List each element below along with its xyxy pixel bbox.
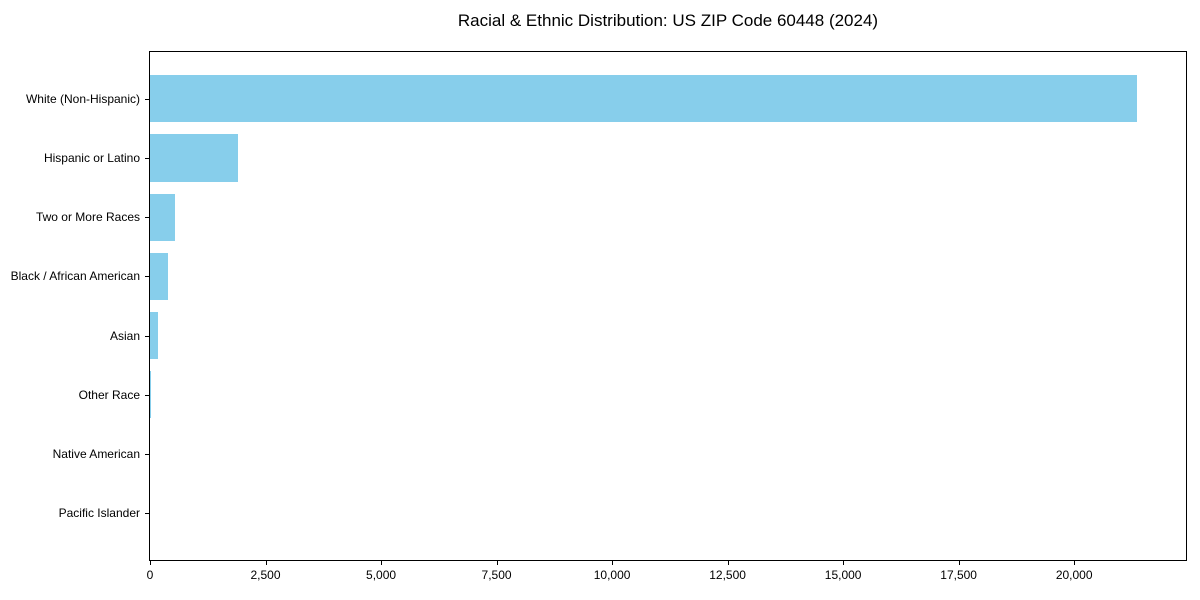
x-tick-label: 20,000 [1055,568,1093,582]
x-tick-mark [1074,561,1076,565]
bar [150,371,151,419]
x-tick-mark [381,561,383,565]
y-tick-label: Pacific Islander [58,506,140,521]
x-tick-label: 15,000 [824,568,862,582]
x-tick-mark [958,561,960,565]
x-tick-mark [150,561,151,565]
y-tick-label: White (Non-Hispanic) [25,91,140,106]
bar [150,75,1137,123]
y-tick-mark [145,454,149,456]
x-tick-mark [265,561,267,565]
y-tick-mark [145,335,149,337]
x-tick-label: 10,000 [593,568,631,582]
y-tick-mark [145,276,149,278]
x-tick-label: 5,000 [366,568,397,582]
y-tick-label: Two or More Races [35,210,140,225]
y-tick-label: Native American [52,447,140,462]
x-tick-mark [727,561,729,565]
y-tick-label: Asian [109,328,140,343]
x-tick-label: 2,500 [250,568,281,582]
chart-title: Racial & Ethnic Distribution: US ZIP Cod… [457,11,879,30]
x-tick-mark [843,561,845,565]
bar [150,134,238,182]
x-tick-mark [612,561,614,565]
bar [150,252,168,301]
y-tick-mark [145,157,149,159]
y-tick-label: Hispanic or Latino [43,150,140,165]
x-tick-label: 0 [146,568,154,582]
bar [150,193,175,241]
x-tick-label: 17,500 [940,568,977,582]
y-tick-mark [145,513,149,515]
y-tick-label: Black / African American [10,269,140,284]
y-tick-label: Other Race [78,387,140,402]
y-tick-mark [145,98,149,100]
y-tick-mark [145,217,149,219]
x-tick-mark [496,561,498,565]
bar [150,311,159,360]
plot-area [149,51,1187,561]
y-tick-mark [145,394,149,396]
x-tick-label: 7,500 [481,568,512,582]
x-tick-label: 12,500 [709,568,746,582]
